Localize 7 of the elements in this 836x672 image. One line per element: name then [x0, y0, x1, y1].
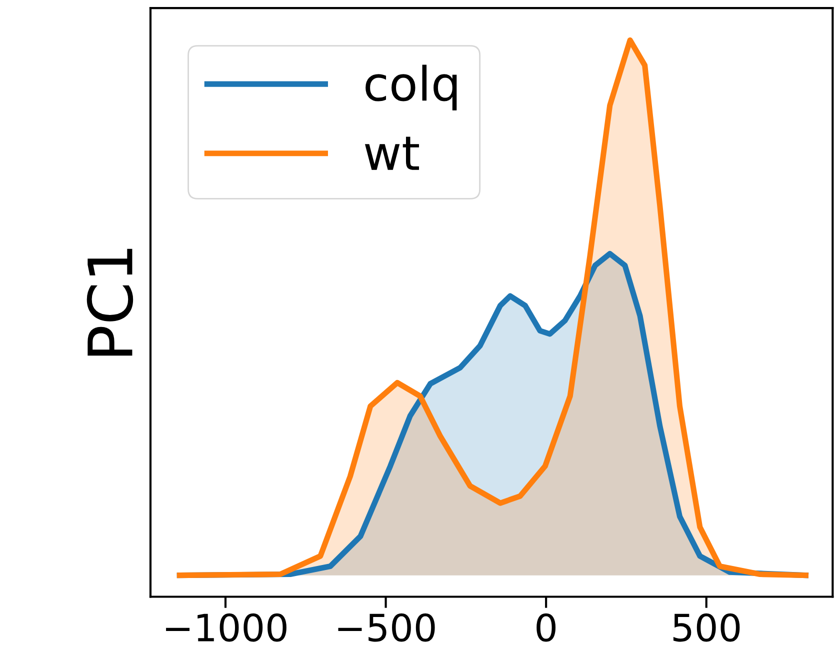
y-axis-title: PC1	[86, 248, 134, 356]
x-tick-label: −1000	[166, 613, 286, 642]
legend-label: wt	[364, 136, 419, 170]
x-tick-label: 500	[673, 613, 740, 642]
legend-label: colq	[366, 64, 457, 110]
x-tick-label: 0	[536, 613, 556, 642]
x-tick-label: −500	[338, 613, 435, 642]
